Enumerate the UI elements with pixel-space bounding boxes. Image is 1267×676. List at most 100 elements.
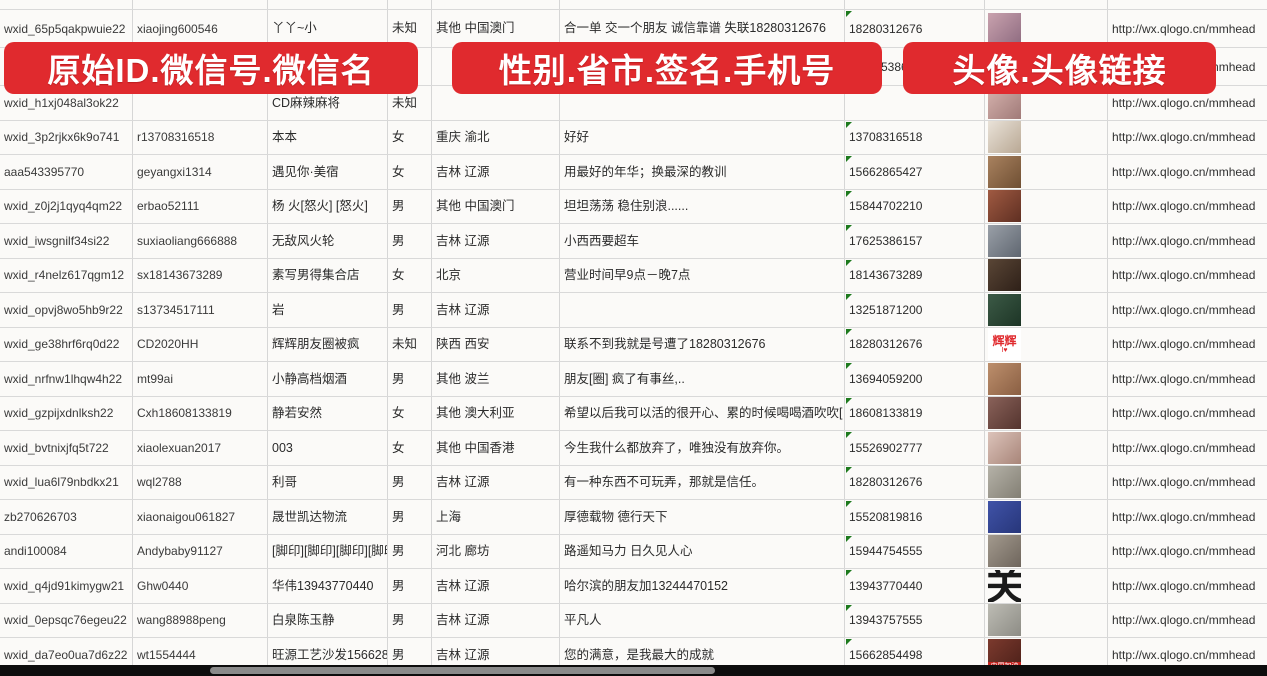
cell-province-city[interactable]: 北京 bbox=[432, 258, 560, 292]
cell-province-city[interactable]: 重庆 渝北 bbox=[432, 120, 560, 154]
cell-province-city[interactable]: 吉林 辽源 bbox=[432, 603, 560, 637]
cell-avatar-link[interactable]: http://wx.qlogo.cn/mmhead bbox=[1112, 233, 1256, 248]
cell-signature[interactable]: 合一单 交一个朋友 诚信靠谱 失联18280312676 bbox=[560, 10, 845, 47]
cell-gender[interactable]: 男 bbox=[388, 293, 432, 327]
cell-avatar[interactable] bbox=[985, 603, 1108, 637]
cell-wechat-id[interactable]: suxiaoliang666888 bbox=[133, 224, 268, 258]
cell-wechat-id[interactable]: CD2020HH bbox=[133, 327, 268, 361]
cell-avatar-link[interactable]: http://wx.qlogo.cn/mmhead bbox=[1112, 509, 1256, 524]
cell-gender[interactable]: 女 bbox=[388, 155, 432, 189]
cell-wechat-id[interactable]: geyangxi1314 bbox=[133, 155, 268, 189]
cell-phone[interactable]: 15662854498 bbox=[845, 638, 985, 672]
cell-phone[interactable]: 18280312676 bbox=[845, 465, 985, 499]
cell-avatar-link[interactable]: http://wx.qlogo.cn/mmhead bbox=[1112, 268, 1256, 283]
cell-gender[interactable]: 男 bbox=[388, 603, 432, 637]
cell-original-id[interactable]: wxid_0epsqc76egeu22 bbox=[0, 603, 133, 637]
cell-province-city[interactable]: 吉林 辽源 bbox=[432, 569, 560, 603]
cell-wechat-name[interactable]: 无敌风火轮 bbox=[268, 224, 388, 258]
cell-wechat-name[interactable]: 旺源工艺沙发15662854 bbox=[268, 638, 388, 672]
cell-gender[interactable]: 女 bbox=[388, 396, 432, 430]
cell-wechat-name[interactable]: 华伟13943770440 bbox=[268, 569, 388, 603]
cell-wechat-name[interactable]: 白泉陈玉静 bbox=[268, 603, 388, 637]
cell-avatar[interactable]: 关 bbox=[985, 569, 1108, 603]
cell-province-city[interactable]: 吉林 辽源 bbox=[432, 224, 560, 258]
cell-province-city[interactable]: 上海 bbox=[432, 500, 560, 534]
cell-phone[interactable]: 18280312676 bbox=[845, 10, 985, 47]
cell-wechat-id[interactable]: xiaolexuan2017 bbox=[133, 431, 268, 465]
cell-gender[interactable]: 女 bbox=[388, 431, 432, 465]
cell-phone[interactable]: 13943770440 bbox=[845, 569, 985, 603]
cell-gender[interactable]: 男 bbox=[388, 224, 432, 258]
cell-phone[interactable]: 15526902777 bbox=[845, 431, 985, 465]
cell-avatar-link[interactable]: http://wx.qlogo.cn/mmhead bbox=[1112, 475, 1256, 490]
cell-province-city[interactable]: 其他 中国澳门 bbox=[432, 189, 560, 223]
cell-wechat-name[interactable]: 杨 火[怒火] [怒火] bbox=[268, 189, 388, 223]
cell-avatar[interactable] bbox=[985, 10, 1108, 47]
cell-signature[interactable]: 好好 bbox=[560, 120, 845, 154]
cell-signature[interactable]: 希望以后我可以活的很开心、累的时候喝喝酒吹吹[ bbox=[560, 396, 845, 430]
cell-signature[interactable]: 小西西要超车 bbox=[560, 224, 845, 258]
cell-wechat-name[interactable]: 003 bbox=[268, 431, 388, 465]
cell-signature[interactable]: 厚德载物 德行天下 bbox=[560, 500, 845, 534]
cell-phone[interactable]: 13943757555 bbox=[845, 603, 985, 637]
cell-signature[interactable]: 联系不到我就是号遭了18280312676 bbox=[560, 327, 845, 361]
cell-wechat-id[interactable]: xiaonaigou061827 bbox=[133, 500, 268, 534]
cell-avatar[interactable]: 辉辉 I♥ bbox=[985, 327, 1108, 361]
cell-avatar-link[interactable]: http://wx.qlogo.cn/mmhead bbox=[1112, 337, 1256, 352]
cell-phone[interactable]: 15662865427 bbox=[845, 155, 985, 189]
avatar[interactable]: 关 bbox=[988, 570, 1021, 602]
cell-wechat-id[interactable]: sx18143673289 bbox=[133, 258, 268, 292]
cell-province-city[interactable]: 河北 廊坊 bbox=[432, 534, 560, 568]
cell-original-id[interactable]: wxid_3p2rjkx6k9o741 bbox=[0, 120, 133, 154]
cell-original-id[interactable]: wxid_da7eo0ua7d6z22 bbox=[0, 638, 133, 672]
cell-phone[interactable]: 18280312676 bbox=[845, 327, 985, 361]
cell-avatar-link[interactable]: http://wx.qlogo.cn/mmhead bbox=[1112, 95, 1256, 110]
cell-province-city[interactable]: 陕西 西安 bbox=[432, 327, 560, 361]
cell-gender[interactable]: 未知 bbox=[388, 86, 432, 120]
cell-signature[interactable] bbox=[560, 293, 845, 327]
avatar[interactable] bbox=[988, 224, 1021, 257]
cell-avatar[interactable] bbox=[985, 189, 1108, 223]
cell-signature[interactable]: 营业时间早9点－晚7点 bbox=[560, 258, 845, 292]
cell-avatar-link[interactable]: http://wx.qlogo.cn/mmhead bbox=[1112, 21, 1256, 36]
cell-original-id[interactable]: wxid_opvj8wo5hb9r22 bbox=[0, 293, 133, 327]
cell-wechat-name[interactable]: 小静高档烟酒 bbox=[268, 362, 388, 396]
cell-gender[interactable]: 未知 bbox=[388, 10, 432, 47]
cell-gender[interactable]: 男 bbox=[388, 569, 432, 603]
avatar[interactable] bbox=[988, 535, 1021, 568]
cell-gender[interactable]: 男 bbox=[388, 534, 432, 568]
cell-original-id[interactable]: wxid_gzpijxdnlksh22 bbox=[0, 396, 133, 430]
cell-original-id[interactable]: aaa543395770 bbox=[0, 155, 133, 189]
avatar[interactable] bbox=[988, 259, 1021, 292]
scrollbar-thumb[interactable] bbox=[210, 667, 715, 674]
cell-phone[interactable]: 13694059200 bbox=[845, 362, 985, 396]
cell-avatar-link[interactable]: http://wx.qlogo.cn/mmhead bbox=[1112, 164, 1256, 179]
cell-wechat-id[interactable]: erbao52111 bbox=[133, 189, 268, 223]
cell-avatar[interactable] bbox=[985, 224, 1108, 258]
cell-avatar[interactable] bbox=[985, 500, 1108, 534]
cell-signature[interactable]: 平凡人 bbox=[560, 603, 845, 637]
cell-province-city[interactable]: 吉林 辽源 bbox=[432, 638, 560, 672]
cell-original-id[interactable]: wxid_lua6l79nbdkx21 bbox=[0, 465, 133, 499]
cell-wechat-id[interactable]: wql2788 bbox=[133, 465, 268, 499]
cell-avatar-link[interactable]: http://wx.qlogo.cn/mmhead bbox=[1112, 406, 1256, 421]
cell-phone[interactable]: 13251871200 bbox=[845, 293, 985, 327]
cell-phone[interactable]: 18143673289 bbox=[845, 258, 985, 292]
cell-wechat-name[interactable]: 辉辉朋友圈被疯 bbox=[268, 327, 388, 361]
cell-signature[interactable]: 哈尔滨的朋友加13244470152 bbox=[560, 569, 845, 603]
cell-wechat-id[interactable]: Andybaby91127 bbox=[133, 534, 268, 568]
cell-phone[interactable]: 13708316518 bbox=[845, 120, 985, 154]
cell-wechat-name[interactable]: 晟世凯达物流 bbox=[268, 500, 388, 534]
cell-avatar[interactable] bbox=[985, 431, 1108, 465]
cell-wechat-name[interactable]: 利哥 bbox=[268, 465, 388, 499]
cell-wechat-id[interactable]: wang88988peng bbox=[133, 603, 268, 637]
cell-original-id[interactable]: wxid_nrfnw1lhqw4h22 bbox=[0, 362, 133, 396]
cell-signature[interactable]: 朋友[圈] 疯了有事丝,.. bbox=[560, 362, 845, 396]
cell-wechat-name[interactable]: [脚印][脚印][脚印][脚印 bbox=[268, 534, 388, 568]
cell-signature[interactable]: 今生我什么都放弃了，唯独没有放弃你。 bbox=[560, 431, 845, 465]
cell-wechat-name[interactable]: 岩 bbox=[268, 293, 388, 327]
cell-original-id[interactable]: wxid_q4jd91kimygw21 bbox=[0, 569, 133, 603]
avatar[interactable] bbox=[988, 431, 1021, 464]
cell-original-id[interactable]: zb270626703 bbox=[0, 500, 133, 534]
cell-province-city[interactable]: 吉林 辽源 bbox=[432, 155, 560, 189]
